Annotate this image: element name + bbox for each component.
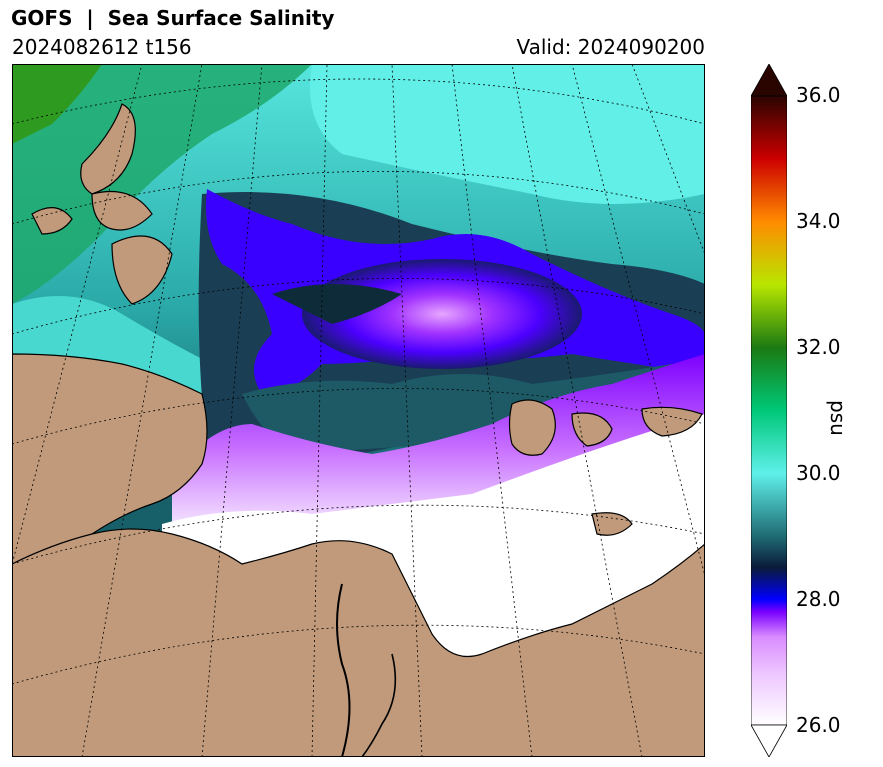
land-mainland	[12, 528, 705, 757]
land-island	[641, 406, 703, 437]
land-island	[80, 103, 136, 195]
colorbar-tick-label: 36.0	[796, 83, 841, 107]
saline-water-region	[12, 64, 102, 144]
salinity-colorbar	[750, 63, 788, 758]
colorbar-min-extend	[750, 724, 788, 758]
graticule-meridian	[12, 64, 143, 567]
graticule-meridian	[631, 64, 705, 256]
graticule-meridian	[451, 64, 533, 757]
land-island	[591, 512, 633, 536]
graticule-parallel	[12, 78, 705, 125]
graticule-parallel	[12, 170, 705, 225]
mid-salinity-region	[242, 364, 705, 454]
land-island	[571, 412, 613, 447]
graticule-parallel	[12, 504, 705, 565]
colorbar-tick-label: 30.0	[796, 461, 841, 485]
river-line	[336, 583, 351, 757]
colorbar-gradient	[750, 95, 788, 726]
land-island	[111, 235, 173, 305]
fresh-water-core	[302, 259, 582, 369]
run-label: 2024082612 t156	[12, 35, 192, 59]
land-island	[508, 399, 556, 456]
graticule-meridian	[391, 64, 423, 757]
valid-time-label: Valid: 2024090200	[516, 35, 705, 59]
light-cyan-region	[310, 64, 705, 204]
dark-eddy	[272, 284, 402, 324]
ice-edge-fresh-band	[172, 354, 705, 544]
colorbar-max-extend	[750, 63, 788, 97]
graticule-meridian	[311, 64, 328, 757]
graticule-meridian	[201, 64, 263, 757]
colorbar-tick-label: 34.0	[796, 209, 841, 233]
graticule-parallel	[12, 278, 705, 335]
land-island	[31, 207, 73, 235]
colorbar-tick-label: 26.0	[796, 713, 841, 737]
colorbar-tick-label: 32.0	[796, 335, 841, 359]
colorbar-tick-label: 28.0	[796, 587, 841, 611]
salinity-map	[12, 64, 705, 757]
graticule-parallel	[12, 388, 705, 445]
graticule-parallel	[12, 624, 705, 685]
graticule-meridian	[81, 64, 203, 757]
saline-water-region	[12, 64, 312, 304]
graticule-meridian	[571, 64, 705, 578]
colorbar-units-label: psu	[826, 400, 850, 436]
river-line	[361, 653, 397, 757]
map-title: GOFS | Sea Surface Salinity	[11, 6, 335, 30]
land-island	[91, 190, 153, 231]
